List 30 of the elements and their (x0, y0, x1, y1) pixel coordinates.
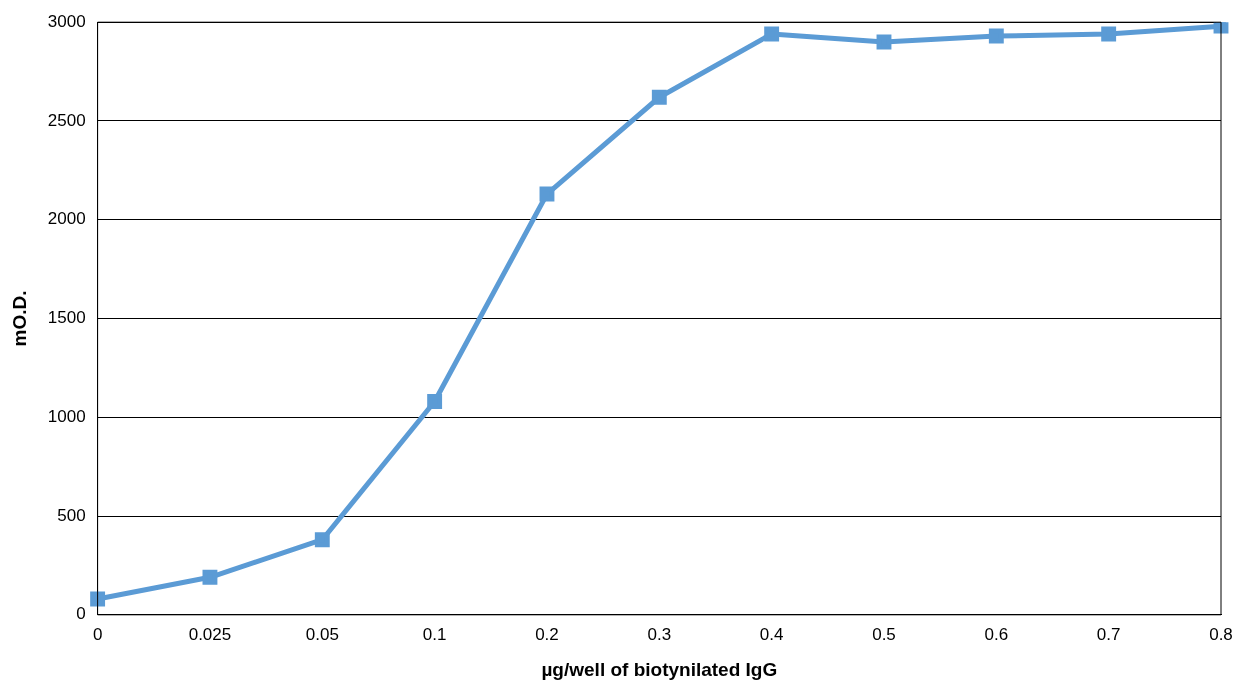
x-tick-label: 0 (92, 624, 103, 644)
point (539, 186, 555, 202)
point (427, 394, 443, 409)
point (314, 532, 330, 548)
point (988, 28, 1004, 44)
x-tick-label: 0.05 (305, 624, 339, 644)
x-tick-label: 0.4 (759, 624, 784, 644)
x-tick-label: 0.3 (647, 624, 672, 644)
point (202, 569, 218, 585)
y-axis-title: mO.D. (8, 290, 30, 347)
x-tick-label: 0.1 (422, 624, 447, 644)
y-tick-label: 3000 (47, 11, 86, 31)
point (1101, 26, 1117, 42)
x-tick-label: 0.8 (1209, 624, 1233, 644)
x-tick-label: 0.025 (188, 624, 232, 644)
point (764, 26, 780, 42)
x-axis-title: µg/well of biotynilated IgG (541, 658, 778, 680)
y-tick-label: 2500 (47, 110, 86, 130)
x-tick-label: 0.6 (984, 624, 1009, 644)
point (90, 591, 106, 607)
y-tick-label: 1000 (47, 406, 86, 426)
point (651, 89, 667, 105)
point (876, 34, 892, 50)
y-tick-label: 2000 (47, 209, 86, 229)
y-tick-label: 1500 (47, 308, 86, 328)
y-tick-label: 500 (57, 505, 86, 525)
x-tick-label: 0.2 (535, 624, 559, 644)
y-tick-label: 0 (76, 604, 86, 624)
x-tick-label: 0.7 (1096, 624, 1121, 644)
x-tick-label: 0.5 (872, 624, 896, 644)
